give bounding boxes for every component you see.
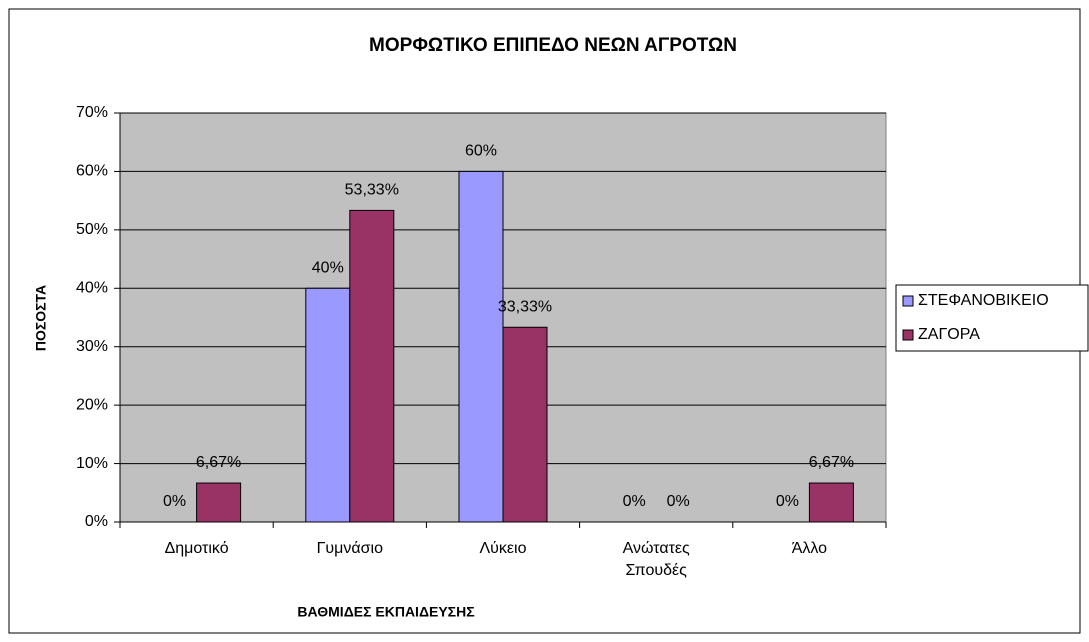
- legend-label: ΣΤΕΦΑΝΟΒΙΚΕΙΟ: [918, 292, 1049, 309]
- y-tick-label: 50%: [76, 221, 108, 238]
- legend-swatch: [902, 295, 914, 307]
- x-tick-label: Γυμνάσιο: [316, 540, 383, 557]
- y-tick-label: 30%: [76, 338, 108, 355]
- bar: [196, 482, 242, 523]
- y-tick-label: 0%: [85, 513, 108, 530]
- bar: [305, 287, 351, 523]
- data-label: 40%: [312, 260, 344, 277]
- data-label: 6,67%: [196, 454, 241, 471]
- data-label: 0%: [163, 493, 186, 510]
- chart-title: ΜΟΡΦΩΤΙΚΟ ΕΠΙΠΕΔΟ ΝΕΩΝ ΑΓΡΟΤΩΝ: [369, 35, 737, 56]
- bar: [458, 170, 504, 523]
- data-label: 6,67%: [809, 454, 854, 471]
- bar: [349, 209, 395, 523]
- x-tick-label: Ανώτατες Σπουδές: [622, 540, 690, 579]
- x-tick-label: Άλλο: [791, 540, 828, 557]
- legend-swatch: [902, 329, 914, 341]
- data-label: 0%: [776, 493, 799, 510]
- y-tick-label: 60%: [76, 163, 108, 180]
- x-tick-label-box: Δημοτικό: [164, 540, 229, 557]
- x-tick-label-box: Ανώτατες Σπουδές: [622, 540, 690, 579]
- legend-box: [895, 284, 1089, 352]
- x-tick-label-box: Λύκειο: [479, 540, 527, 557]
- data-label: 0%: [623, 493, 646, 510]
- x-tick-label-box: Άλλο: [791, 540, 828, 557]
- data-label: 33,33%: [498, 298, 552, 315]
- bar: [808, 482, 854, 523]
- legend-label: ΖΑΓΟΡΑ: [918, 326, 980, 343]
- x-tick-label: Λύκειο: [479, 540, 527, 557]
- x-axis-title: ΒΑΘΜΙΔΕΣ ΕΚΠΑΙΔΕΥΣΗΣ: [297, 604, 474, 620]
- x-tick-label-box: Γυμνάσιο: [316, 540, 383, 557]
- y-axis-title: ΠΟΣΟΣΤΑ: [33, 285, 49, 351]
- bar: [502, 326, 548, 523]
- y-tick-label: 40%: [76, 280, 108, 297]
- x-tick-label: Δημοτικό: [164, 540, 229, 557]
- y-tick-label: 10%: [76, 455, 108, 472]
- data-label: 53,33%: [345, 182, 399, 199]
- y-tick-label: 20%: [76, 396, 108, 413]
- data-label: 0%: [667, 493, 690, 510]
- data-label: 60%: [465, 143, 497, 160]
- y-tick-label: 70%: [76, 104, 108, 121]
